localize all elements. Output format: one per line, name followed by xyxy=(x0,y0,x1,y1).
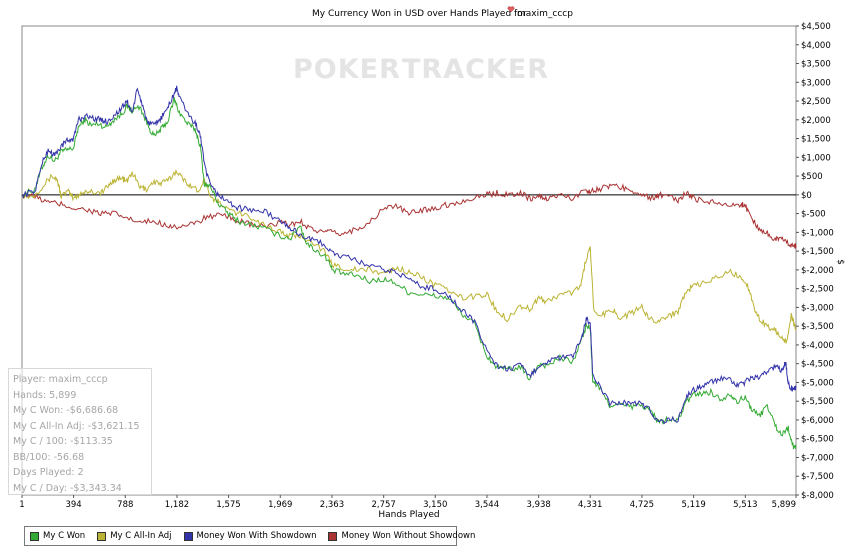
y-tick-label: $-1,000 xyxy=(801,228,834,238)
y-tick-label: $-3,000 xyxy=(801,303,834,313)
x-tick-label: 1,182 xyxy=(165,500,189,510)
x-tick-label: 3,938 xyxy=(526,500,550,510)
legend-label: My C All-In Adj xyxy=(110,531,172,541)
y-tick-label: $2,500 xyxy=(801,97,831,107)
y-tick-label: $-500 xyxy=(801,210,826,220)
y-tick-label: $-6,500 xyxy=(801,435,834,445)
stat-days-played: Days Played: 2 xyxy=(13,467,84,478)
legend-swatch xyxy=(183,531,193,541)
legend-swatch xyxy=(30,531,39,541)
x-tick-label: 2,363 xyxy=(320,500,344,510)
y-tick-label: $-4,000 xyxy=(801,341,834,351)
y-tick-label: $-6,000 xyxy=(801,416,834,426)
player-stats-box: Player: maxim_cccp Hands: 5,899 My C Won… xyxy=(8,368,152,495)
series-line-my-c-won xyxy=(21,97,797,450)
x-tick-label: 788 xyxy=(117,500,133,510)
x-tick-label: 4,331 xyxy=(578,500,602,510)
y-tick-label: $4,000 xyxy=(801,41,831,51)
chart-player-name: maxim_cccp xyxy=(517,9,573,19)
legend-label: Money Won With Showdown xyxy=(196,531,317,541)
legend-item-my-c-all-in-adj: My C All-In Adj xyxy=(97,531,172,541)
y-tick-label: $-8,000 xyxy=(801,491,834,501)
legend-swatch xyxy=(97,531,107,541)
legend-label: My C Won xyxy=(43,531,86,541)
x-tick-label: 3,150 xyxy=(423,500,447,510)
y-tick-label: $-1,500 xyxy=(801,247,834,257)
y-tick-label: $-2,500 xyxy=(801,285,834,295)
x-tick-label: 1,575 xyxy=(216,500,240,510)
x-tick-label: 394 xyxy=(65,500,81,510)
y-tick-label: $-5,500 xyxy=(801,397,834,407)
legend: My C Won My C All-In Adj Money Won With Sh… xyxy=(24,526,475,546)
legend-item-my-c-won: My C Won xyxy=(30,531,85,541)
x-tick-label: 1,969 xyxy=(268,500,292,510)
y-tick-label: $500 xyxy=(801,172,823,182)
x-tick-label: 5,513 xyxy=(733,500,757,510)
y-axis-label: $ xyxy=(835,259,845,265)
y-tick-label: $3,000 xyxy=(801,78,831,88)
series-line-money-won-without-showdown xyxy=(21,183,797,249)
stat-won: My C Won: -$6,686.68 xyxy=(13,405,119,416)
y-tick-label: $-3,500 xyxy=(801,322,834,332)
legend-item-money-won-without-showdown: Money Won Without Showdown xyxy=(328,531,475,541)
watermark-tracker: TRACKER xyxy=(402,54,549,85)
y-tick-label: $-2,000 xyxy=(801,266,834,276)
x-tick-label: 3,544 xyxy=(475,500,499,510)
chart-title: My Currency Won in USD over Hands Played… xyxy=(312,9,527,19)
stat-hands: Hands: 5,899 xyxy=(13,389,77,401)
x-tick-label: 2,757 xyxy=(372,500,396,510)
stat-bb-100: BB/100: -56.68 xyxy=(13,451,85,463)
x-tick-label: 5,899 xyxy=(772,500,796,510)
plot-area xyxy=(21,25,797,496)
y-tick-label: $-5,000 xyxy=(801,378,834,388)
series-line-money-won-with-showdown xyxy=(21,85,797,425)
player-heart-icon xyxy=(507,6,515,13)
y-tick-label: $1,000 xyxy=(801,153,831,163)
legend-item-money-won-with-showdown: Money Won With Showdown xyxy=(183,531,317,541)
stat-per-day: My C / Day: -$3,343.34 xyxy=(13,482,122,494)
y-tick-label: $3,500 xyxy=(801,60,831,70)
series-line-my-c-all-in-adj xyxy=(21,168,797,345)
legend-label: Money Won Without Showdown xyxy=(341,531,476,541)
x-tick-label: 1 xyxy=(19,500,24,510)
y-tick-label: $-4,500 xyxy=(801,360,834,370)
y-tick-label: $0 xyxy=(801,191,812,201)
y-tick-label: $-7,000 xyxy=(801,453,834,463)
y-tick-label: $-7,500 xyxy=(801,472,834,482)
legend-swatch xyxy=(328,531,338,541)
stat-per-100: My C / 100: -$113.35 xyxy=(13,436,113,447)
y-tick-label: $2,000 xyxy=(801,116,831,126)
stat-allin-adj: My C All-In Adj: -$3,621.15 xyxy=(13,420,140,432)
x-tick-label: 5,119 xyxy=(681,500,705,510)
x-tick-label: 4,725 xyxy=(630,500,654,510)
y-tick-label: $1,500 xyxy=(801,135,831,145)
x-axis-label: Hands Played xyxy=(378,510,439,520)
stat-player: Player: maxim_cccp xyxy=(13,374,108,385)
watermark-poker: POKER xyxy=(293,54,401,85)
y-tick-label: $4,500 xyxy=(801,22,831,32)
